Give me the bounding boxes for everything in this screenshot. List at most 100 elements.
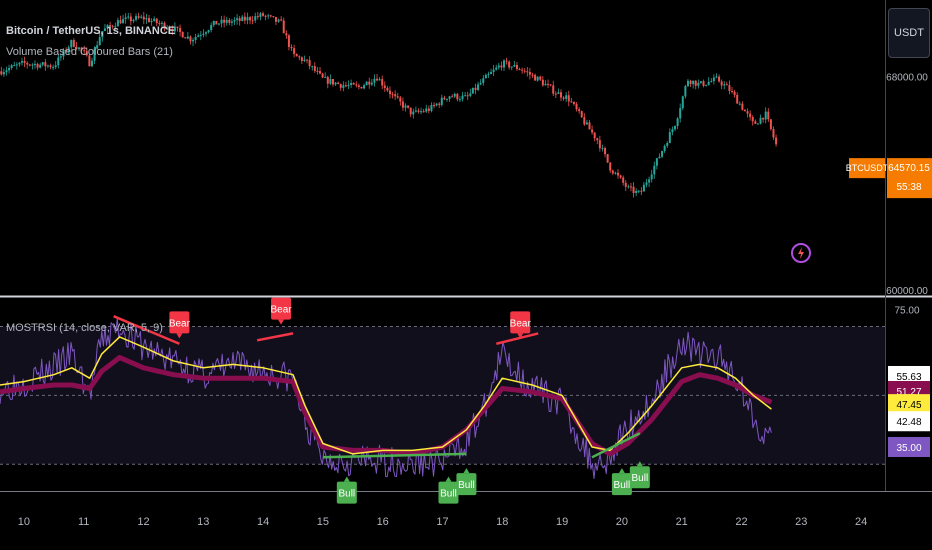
- bull-label-3[interactable]: Bull: [336, 476, 357, 504]
- candle-body: [155, 18, 158, 24]
- last-price-tag[interactable]: BTCUSDT 64570.15 55:38: [846, 158, 932, 199]
- candle-body: [142, 16, 145, 20]
- candle-body: [176, 26, 179, 28]
- candle-body: [445, 98, 448, 100]
- bull-label-6[interactable]: Bull: [611, 468, 632, 496]
- candle-body: [85, 50, 88, 56]
- candle-body: [80, 47, 83, 51]
- candle-body: [671, 129, 674, 133]
- candle-body: [477, 84, 480, 90]
- indicator-legend-mostrsi[interactable]: MOSTRSI (14, close, VAR, 5, 9): [6, 322, 163, 334]
- candle-body: [236, 18, 239, 21]
- candle-body: [241, 16, 244, 21]
- candle-body: [215, 20, 218, 25]
- candle-body: [160, 22, 163, 24]
- candle-body: [614, 172, 617, 174]
- bull-label-5[interactable]: Bull: [456, 468, 477, 496]
- indicator-legend-volume-bars[interactable]: Volume Based Coloured Bars (21): [6, 46, 173, 58]
- candle-body: [163, 22, 166, 29]
- signal-label-text: Bull: [440, 489, 457, 500]
- candle-body: [606, 154, 609, 163]
- candle-body: [725, 84, 728, 86]
- candle-body: [609, 162, 612, 171]
- candle-body: [373, 78, 376, 83]
- rsi-value-tag-4: 35.00: [888, 436, 930, 457]
- bull-label-4[interactable]: Bull: [438, 476, 459, 504]
- symbol-title[interactable]: Bitcoin / TetherUS, 1s, BINANCE: [6, 25, 176, 37]
- candle-body: [438, 103, 441, 105]
- candle-body: [368, 81, 371, 85]
- candle-body: [401, 101, 404, 108]
- candle-body: [365, 81, 368, 86]
- candle-body: [487, 74, 490, 76]
- candle-body: [598, 140, 601, 149]
- candle-body: [689, 80, 692, 85]
- candle-body: [21, 61, 24, 63]
- rsi-value-tag-text: 51.27: [896, 387, 921, 398]
- candle-body: [44, 62, 47, 67]
- candle-body: [557, 92, 560, 94]
- candle-body: [733, 91, 736, 95]
- candle-body: [54, 65, 57, 68]
- candle-body: [617, 172, 620, 176]
- candle-body: [145, 18, 148, 20]
- lightning-alert-icon[interactable]: [791, 243, 811, 263]
- candle-body: [497, 65, 500, 68]
- candle-body: [531, 74, 534, 76]
- bear-label-0[interactable]: Bear: [169, 311, 191, 339]
- candle-body: [567, 95, 570, 102]
- candle-body: [622, 177, 625, 183]
- candle-body: [388, 90, 391, 95]
- candle-body: [404, 105, 407, 108]
- candle-body: [451, 96, 454, 98]
- bull-label-7[interactable]: Bull: [629, 461, 650, 489]
- candle-body: [337, 82, 340, 84]
- time-tick-label-13: 23: [795, 516, 807, 528]
- candle-body: [75, 46, 78, 50]
- candle-body: [360, 86, 363, 89]
- signal-label-text: Bull: [631, 473, 648, 484]
- bear-label-1[interactable]: Bear: [270, 297, 292, 325]
- candle-body: [702, 81, 705, 86]
- candle-body: [425, 108, 428, 112]
- candle-body: [111, 25, 114, 27]
- candle-body: [205, 32, 208, 34]
- currency-button[interactable]: USDT: [888, 8, 930, 58]
- candle-body: [140, 16, 143, 18]
- candle-body: [256, 16, 259, 18]
- rsi-value-tag-text: 47.45: [896, 400, 921, 411]
- candle-body: [666, 143, 669, 146]
- candle-body: [316, 70, 319, 72]
- candle-body: [650, 174, 653, 180]
- candle-body: [46, 65, 49, 67]
- bear-label-2[interactable]: Bear: [510, 311, 532, 339]
- candle-body: [611, 170, 614, 174]
- candle-body: [381, 79, 384, 86]
- candle-body: [212, 20, 215, 26]
- candle-body: [122, 18, 125, 24]
- signal-label-text: Bear: [169, 318, 191, 329]
- candle-body: [13, 65, 16, 67]
- candle-body: [251, 20, 254, 22]
- time-tick-label-5: 15: [317, 516, 329, 528]
- bull-divergence-line-4: [591, 432, 641, 459]
- candle-body: [287, 35, 290, 47]
- rsi-value-tag-3: 42.48: [888, 411, 930, 432]
- candle-body: [370, 82, 373, 85]
- candle-body: [731, 90, 734, 92]
- time-tick-label-2: 12: [137, 516, 149, 528]
- candle-body: [116, 20, 119, 27]
- candle-body: [59, 56, 62, 58]
- candle-body: [153, 18, 156, 21]
- candle-body: [399, 97, 402, 102]
- candle-body: [484, 74, 487, 79]
- candle-body: [26, 62, 29, 65]
- candle-body: [723, 84, 726, 86]
- candle-body: [192, 39, 195, 42]
- signal-label-text: Bull: [458, 480, 475, 491]
- candle-body: [604, 147, 607, 155]
- candle-body: [461, 95, 464, 100]
- candle-body: [62, 50, 65, 57]
- candle-body: [386, 88, 389, 91]
